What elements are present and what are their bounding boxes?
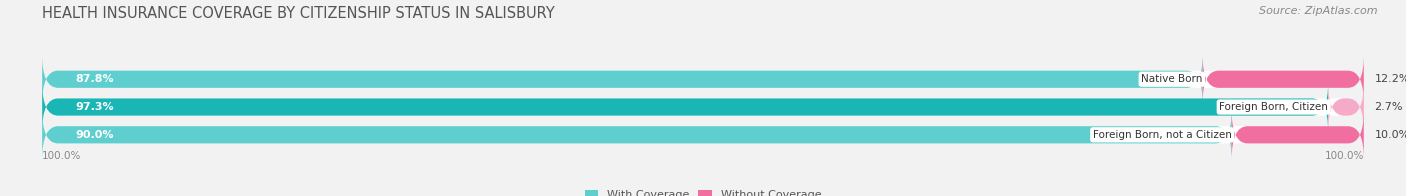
- Text: 100.0%: 100.0%: [1324, 151, 1364, 161]
- Text: 2.7%: 2.7%: [1375, 102, 1403, 112]
- Text: Foreign Born, Citizen: Foreign Born, Citizen: [1219, 102, 1329, 112]
- Legend: With Coverage, Without Coverage: With Coverage, Without Coverage: [581, 185, 825, 196]
- FancyBboxPatch shape: [1329, 82, 1364, 132]
- FancyBboxPatch shape: [1232, 110, 1364, 160]
- Text: HEALTH INSURANCE COVERAGE BY CITIZENSHIP STATUS IN SALISBURY: HEALTH INSURANCE COVERAGE BY CITIZENSHIP…: [42, 6, 555, 21]
- Text: 87.8%: 87.8%: [76, 74, 114, 84]
- Text: 10.0%: 10.0%: [1375, 130, 1406, 140]
- FancyBboxPatch shape: [42, 110, 1232, 160]
- Text: Foreign Born, not a Citizen: Foreign Born, not a Citizen: [1092, 130, 1232, 140]
- FancyBboxPatch shape: [42, 54, 1364, 104]
- Text: 97.3%: 97.3%: [76, 102, 114, 112]
- Text: Native Born: Native Born: [1142, 74, 1202, 84]
- Text: 12.2%: 12.2%: [1375, 74, 1406, 84]
- Text: Source: ZipAtlas.com: Source: ZipAtlas.com: [1260, 6, 1378, 16]
- FancyBboxPatch shape: [42, 82, 1329, 132]
- Text: 90.0%: 90.0%: [76, 130, 114, 140]
- Text: 100.0%: 100.0%: [42, 151, 82, 161]
- FancyBboxPatch shape: [42, 82, 1364, 132]
- FancyBboxPatch shape: [42, 54, 1202, 104]
- FancyBboxPatch shape: [1202, 54, 1364, 104]
- FancyBboxPatch shape: [42, 110, 1364, 160]
